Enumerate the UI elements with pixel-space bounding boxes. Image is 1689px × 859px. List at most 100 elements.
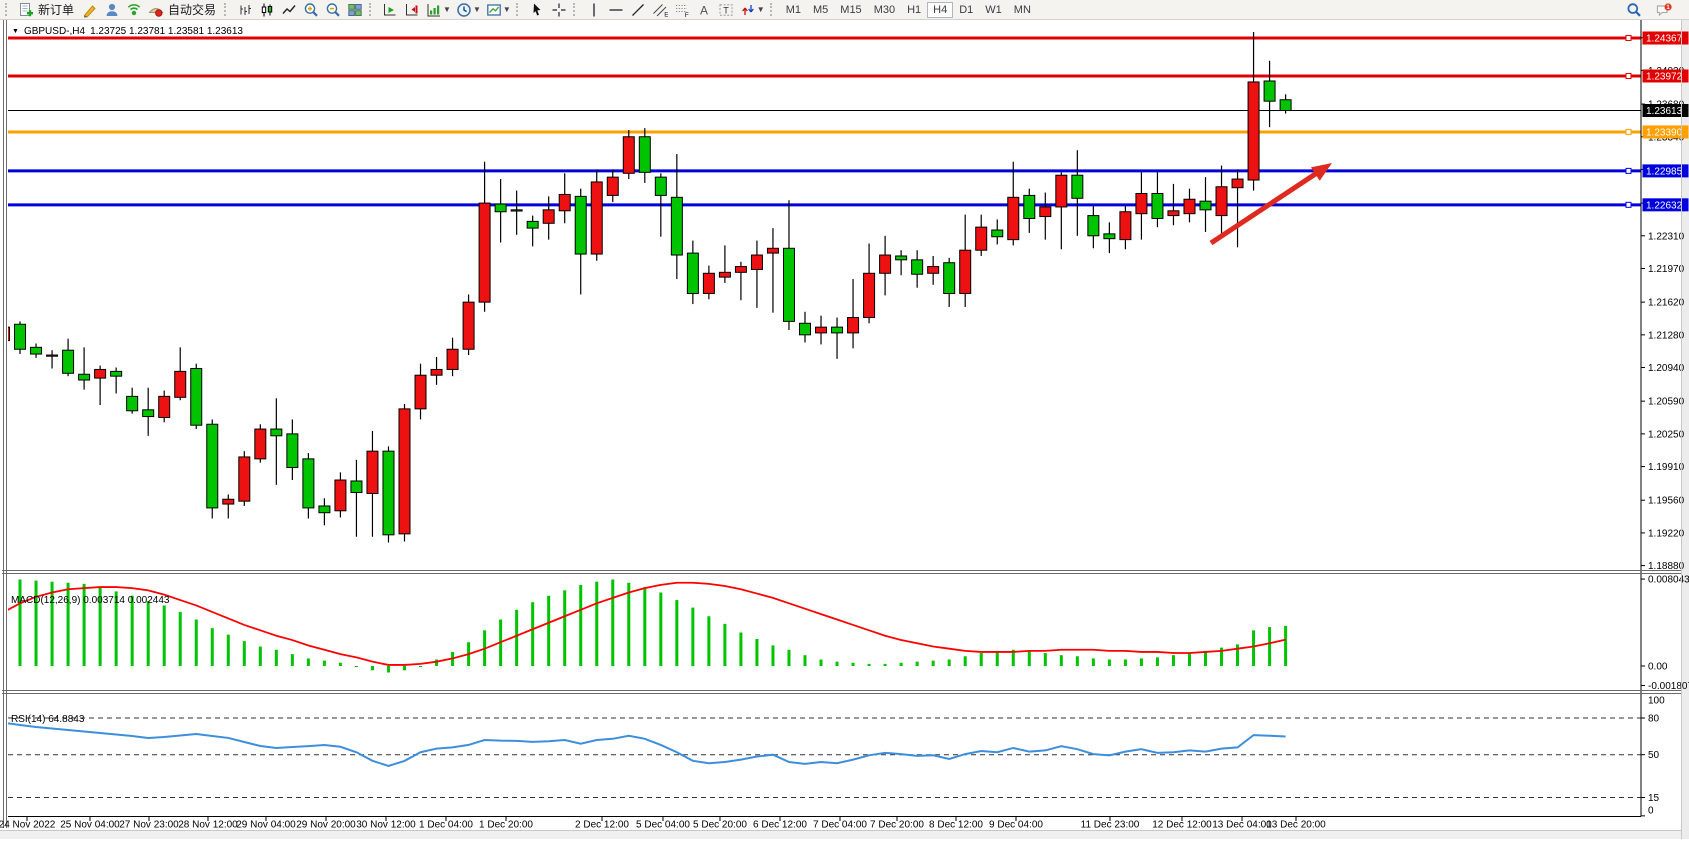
timeframe-h4[interactable]: H4 xyxy=(927,1,954,18)
toolbar-grip[interactable] xyxy=(515,3,522,16)
line-handle[interactable] xyxy=(1625,128,1632,135)
zoom-in-icon[interactable] xyxy=(300,1,322,19)
arrows-icon[interactable] xyxy=(737,1,759,19)
templates-icon[interactable] xyxy=(483,1,505,19)
candle-body xyxy=(654,176,667,196)
timeframe-m30[interactable]: M30 xyxy=(873,3,896,16)
chart-shift-icon[interactable] xyxy=(401,1,423,19)
price-chart-canvas[interactable]: 1.243701.240301.236801.233401.230001.226… xyxy=(0,0,1689,839)
macd-panel[interactable] xyxy=(3,579,1288,673)
candle-body xyxy=(78,373,91,381)
crosshair-icon[interactable] xyxy=(548,1,570,19)
periods-clock-icon[interactable] xyxy=(453,1,475,19)
timeframe-m1[interactable]: M1 xyxy=(785,3,801,16)
rsi-axis-label: 15 xyxy=(1648,793,1660,804)
candle-body xyxy=(847,317,860,334)
line-handle[interactable] xyxy=(1625,201,1632,208)
toolbar: 新订单 自动交易 xyxy=(0,0,1689,20)
toolbar-grip[interactable] xyxy=(572,3,579,16)
macd-bar xyxy=(178,611,182,666)
periods-dropdown-icon[interactable]: ▼ xyxy=(472,5,481,14)
line-chart-icon[interactable] xyxy=(278,1,300,19)
time-tick-label: 1 Dec 04:00 xyxy=(419,820,473,831)
profile-icon[interactable] xyxy=(101,1,123,19)
candle-body xyxy=(110,370,123,377)
candle-body xyxy=(879,254,892,274)
macd-bar xyxy=(1139,658,1143,666)
price-tick-label: 1.20250 xyxy=(1648,429,1685,440)
arrows-dropdown-icon[interactable]: ▼ xyxy=(756,5,765,14)
candle-body xyxy=(943,262,956,294)
time-tick-label: 5 Dec 20:00 xyxy=(693,820,747,831)
search-icon[interactable] xyxy=(1623,1,1645,19)
toolbar-grip[interactable] xyxy=(369,3,375,16)
trend-arrow-head[interactable] xyxy=(1310,163,1332,181)
candle-body xyxy=(94,368,107,379)
bar-chart-icon[interactable] xyxy=(234,1,256,19)
macd-bar xyxy=(435,659,439,666)
macd-bar xyxy=(403,666,406,671)
macd-bar xyxy=(851,662,855,666)
timeframe-h1[interactable]: H1 xyxy=(907,3,922,16)
text-icon[interactable]: A xyxy=(693,1,715,19)
timeframe-w1[interactable]: W1 xyxy=(985,3,1002,16)
toolbar-grip[interactable] xyxy=(5,3,11,16)
macd-bar xyxy=(1091,658,1095,666)
timeframe-mn[interactable]: MN xyxy=(1013,3,1031,16)
vertical-line-icon[interactable] xyxy=(583,1,605,19)
auto-trading-button[interactable]: 自动交易 xyxy=(168,3,217,17)
macd-bar xyxy=(659,592,663,666)
main-chart-panel[interactable] xyxy=(0,31,1641,543)
templates-dropdown-icon[interactable]: ▼ xyxy=(502,5,511,14)
timeframe-m5[interactable]: M5 xyxy=(813,3,829,16)
text-label-icon[interactable]: T xyxy=(715,1,737,19)
line-handle[interactable] xyxy=(1625,35,1632,41)
candlestick-chart-icon[interactable] xyxy=(256,1,278,19)
window-bottom-edge xyxy=(0,830,1682,839)
toolbar-grip[interactable] xyxy=(224,3,230,16)
horizontal-line-icon[interactable] xyxy=(605,1,627,19)
macd-bar xyxy=(1059,655,1063,666)
price-label-text: 1.22985 xyxy=(1646,166,1683,177)
pencil-icon[interactable] xyxy=(79,1,101,19)
macd-bar xyxy=(755,638,759,666)
macd-bar xyxy=(419,666,423,667)
line-handle[interactable] xyxy=(1625,72,1632,79)
trend-arrow-line[interactable] xyxy=(1209,170,1320,246)
new-chart-icon[interactable] xyxy=(423,1,445,19)
toolbar-grip[interactable] xyxy=(769,3,776,16)
time-tick-label: 7 Dec 20:00 xyxy=(870,820,924,831)
signals-icon[interactable] xyxy=(123,1,145,19)
tile-windows-icon[interactable] xyxy=(344,1,366,19)
price-label-box-1.24367 xyxy=(1642,31,1689,45)
timeframe-m15[interactable]: M15 xyxy=(840,3,862,16)
zoom-out-icon[interactable] xyxy=(322,1,344,19)
chat-icon[interactable]: 1 xyxy=(1651,1,1677,19)
macd-bar xyxy=(899,662,903,666)
macd-bar xyxy=(803,655,807,666)
rsi-panel[interactable] xyxy=(4,717,1641,799)
equidistant-channel-icon[interactable]: E xyxy=(649,1,671,19)
new-order-icon[interactable] xyxy=(15,1,37,19)
auto-scroll-icon[interactable] xyxy=(379,1,401,19)
candle-body xyxy=(462,301,475,350)
macd-bar xyxy=(771,645,775,666)
candle-body xyxy=(1199,200,1212,211)
cursor-icon[interactable] xyxy=(526,1,548,19)
new-order-button[interactable]: 新订单 xyxy=(38,3,75,17)
new-chart-dropdown-icon[interactable]: ▼ xyxy=(443,5,451,14)
candle-body xyxy=(62,349,75,374)
time-tick-label: 5 Dec 04:00 xyxy=(636,820,690,831)
candle-body xyxy=(302,458,315,509)
macd-bar xyxy=(819,659,823,666)
timeframe-d1[interactable]: D1 xyxy=(959,3,974,16)
trendline-icon[interactable] xyxy=(627,1,649,19)
time-tick-label: 29 Nov 20:00 xyxy=(296,820,356,831)
auto-trading-icon[interactable] xyxy=(145,1,167,19)
symbol-collapse-icon[interactable]: ▼ xyxy=(12,28,19,35)
line-handle[interactable] xyxy=(1625,167,1632,174)
candle-body xyxy=(1231,178,1244,189)
macd-bar xyxy=(691,607,695,666)
chart-symbol-period: GBPUSD-,H4 xyxy=(23,26,86,37)
fibonacci-icon[interactable]: F xyxy=(671,1,693,19)
